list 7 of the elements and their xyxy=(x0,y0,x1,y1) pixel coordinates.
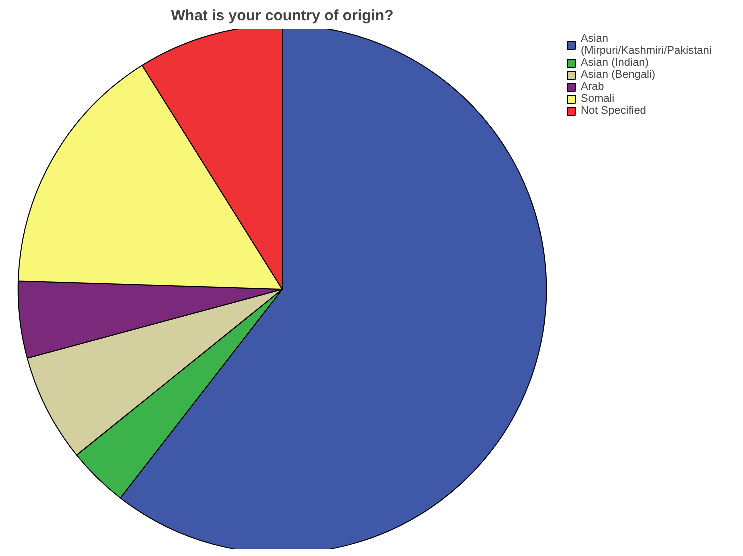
legend-label: Not Specified xyxy=(581,105,646,117)
legend-label: Arab xyxy=(581,81,604,93)
legend-label: Asian (Bengali) xyxy=(581,69,656,81)
chart-title: What is your country of origin? xyxy=(171,8,394,24)
legend-label: Asian (Mirpuri/Kashmiri/Pakistani xyxy=(581,33,712,57)
legend-label: Somali xyxy=(581,93,615,105)
legend-label: Asian (Indian) xyxy=(581,57,649,69)
